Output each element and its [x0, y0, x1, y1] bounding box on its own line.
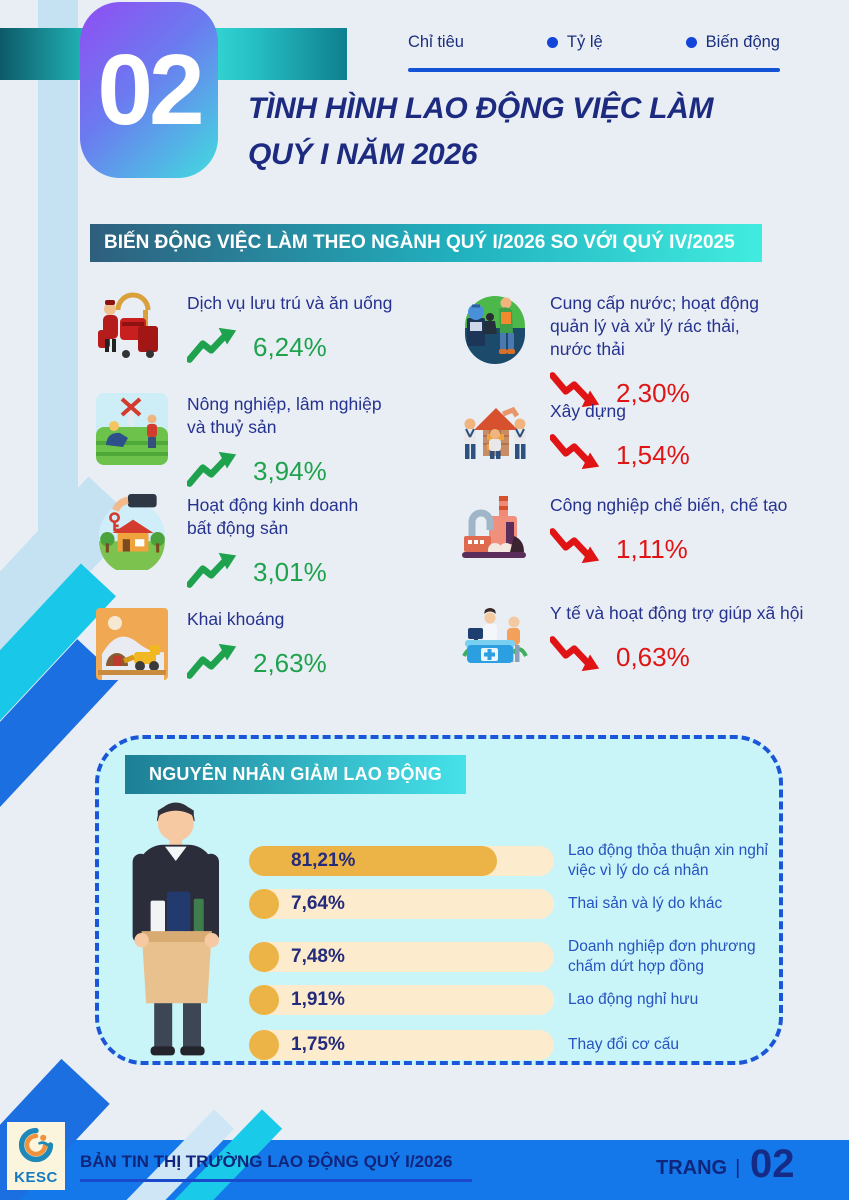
- laid-off-worker-illustration: [111, 789, 246, 1064]
- bar-track: 1,75%: [249, 1030, 554, 1060]
- bar-label: Thai sản và lý do khác: [568, 894, 723, 912]
- legend-bullet-icon: [546, 37, 558, 48]
- trend-up-arrow-icon: [186, 551, 237, 593]
- waste-water-icon: [458, 292, 534, 414]
- trend-up-arrow-icon: [186, 450, 237, 492]
- construction-icon: [458, 400, 534, 477]
- trend-down-arrow-icon: [549, 528, 600, 570]
- sector-item: Dịch vụ lưu trú và ăn uống 6,24%: [95, 292, 425, 369]
- reason-bar-row: 1,91% Lao động nghỉ hưu: [249, 985, 793, 1015]
- bar-label: Thay đổi cơ cấu: [568, 1035, 679, 1053]
- legend-label: Biến động: [705, 33, 780, 51]
- bar-fill: [249, 889, 279, 919]
- kesc-logo-text: KESC: [14, 1168, 58, 1186]
- bar-value: 81,21%: [291, 850, 356, 872]
- mining-icon: [95, 608, 171, 685]
- sector-label: Khai khoáng: [187, 609, 285, 629]
- sector-value: 1,54%: [616, 439, 690, 470]
- trend-up-arrow-icon: [186, 642, 237, 684]
- reason-bar-row: 7,48% Doanh nghiệp đơn phương chấm dứt hợ…: [249, 937, 793, 977]
- legend-bullet-icon: [685, 37, 697, 48]
- legend: Chỉ tiêu Tỷ lệ Biến động: [408, 33, 780, 52]
- reasons-box: NGUYÊN NHÂN GIẢM LAO ĐỘNG: [95, 735, 783, 1065]
- bar-fill: [249, 1030, 279, 1060]
- bar-label: Lao động nghỉ hưu: [568, 990, 699, 1008]
- sector-label: Xây dựng: [550, 401, 626, 421]
- bar-track: 81,21%: [249, 846, 554, 877]
- footer-page-word-text: TRANG: [656, 1157, 728, 1179]
- trend-down-arrow-icon: [549, 636, 600, 678]
- page-title-line1: TÌNH HÌNH LAO ĐỘNG VIỆC LÀM: [248, 92, 714, 125]
- reasons-bar-chart: 81,21% Lao động thỏa thuận xin nghỉ việc …: [249, 831, 769, 1061]
- sector-label: Công nghiệp chế biến, chế tạo: [550, 495, 788, 515]
- sector-column-decrease: Cung cấp nước; hoạt động quản lý và xử l…: [458, 288, 823, 718]
- sector-item: Công nghiệp chế biến, chế tạo 1,11%: [458, 494, 823, 571]
- sector-label: Nông nghiệp, lâm nghiệp và thuỷ sản: [187, 394, 382, 438]
- footer-page-separator: |: [735, 1157, 741, 1179]
- legend-item: Tỷ lệ: [546, 33, 603, 52]
- sector-value: 2,30%: [616, 377, 690, 408]
- bar-label: Lao động thỏa thuận xin nghỉ việc vì lý …: [568, 842, 768, 880]
- legend-item: Biến động: [685, 33, 780, 52]
- bar-track: 7,64%: [249, 889, 554, 919]
- footer-page-word: TRANG |: [656, 1157, 740, 1180]
- sector-value: 1,11%: [616, 533, 688, 564]
- bar-fill: [249, 942, 279, 973]
- legend-item: Chỉ tiêu: [408, 33, 464, 52]
- real-estate-icon: [95, 494, 171, 593]
- page-title: TÌNH HÌNH LAO ĐỘNG VIỆC LÀM QUÝ I NĂM 20…: [248, 86, 714, 177]
- legend-label: Chỉ tiêu: [408, 33, 464, 51]
- sector-item: Nông nghiệp, lâm nghiệp và thuỷ sản 3,94%: [95, 393, 425, 492]
- factory-icon: [458, 494, 534, 571]
- footer-bulletin-title: BẢN TIN THỊ TRƯỜNG LAO ĐỘNG QUÝ I/2026: [80, 1152, 472, 1182]
- sector-item: Y tế và hoạt động trợ giúp xã hội 0,63%: [458, 602, 823, 679]
- legend-underline: [408, 68, 780, 72]
- sector-value: 3,01%: [253, 556, 327, 587]
- sector-label: Y tế và hoạt động trợ giúp xã hội: [550, 603, 804, 623]
- section-number-badge: 02: [80, 2, 218, 178]
- healthcare-icon: [458, 602, 534, 679]
- legend-label: Tỷ lệ: [566, 33, 603, 51]
- sector-item: Hoạt động kinh doanh bất động sản 3,01%: [95, 494, 425, 593]
- bar-track: 7,48%: [249, 942, 554, 973]
- kesc-logo: KESC: [7, 1122, 65, 1190]
- bar-fill: [249, 846, 497, 877]
- page-title-line2: QUÝ I NĂM 2026: [248, 137, 478, 171]
- sector-value: 0,63%: [616, 641, 690, 672]
- reason-bar-row: 1,75% Thay đổi cơ cấu: [249, 1030, 793, 1060]
- sector-label: Hoạt động kinh doanh bất động sản: [187, 495, 359, 539]
- sector-item: Khai khoáng 2,63%: [95, 608, 425, 685]
- reasons-box-title: NGUYÊN NHÂN GIẢM LAO ĐỘNG: [125, 755, 466, 794]
- bar-value: 1,91%: [291, 989, 345, 1010]
- sector-value: 3,94%: [253, 455, 327, 486]
- sector-value: 6,24%: [253, 331, 327, 362]
- reason-bar-row: 7,64% Thai sản và lý do khác: [249, 889, 793, 919]
- footer-page-number: 02: [750, 1142, 795, 1186]
- reason-bar-row: 81,21% Lao động thỏa thuận xin nghỉ việc …: [249, 841, 793, 881]
- bar-fill: [249, 985, 279, 1015]
- bar-label: Doanh nghiệp đơn phương chấm dứt hợp đồn…: [568, 938, 756, 976]
- bellhop-luggage-icon: [95, 292, 171, 369]
- farming-icon: [95, 393, 171, 492]
- sector-column-increase: Dịch vụ lưu trú và ăn uống 6,24% Nông nghi…: [95, 288, 425, 718]
- trend-up-arrow-icon: [186, 326, 237, 368]
- bar-value: 7,64%: [291, 893, 345, 914]
- trend-down-arrow-icon: [549, 434, 600, 476]
- sector-value: 2,63%: [253, 647, 327, 678]
- sector-item: Xây dựng 1,54%: [458, 400, 823, 477]
- sector-item: Cung cấp nước; hoạt động quản lý và xử l…: [458, 292, 823, 414]
- bar-value: 1,75%: [291, 1034, 345, 1055]
- trend-down-arrow-icon: [549, 372, 600, 414]
- kesc-logo-icon: [18, 1127, 54, 1168]
- sector-label: Dịch vụ lưu trú và ăn uống: [187, 293, 393, 313]
- sector-label: Cung cấp nước; hoạt động quản lý và xử l…: [550, 293, 760, 360]
- bar-track: 1,91%: [249, 985, 554, 1015]
- bar-value: 7,48%: [291, 946, 345, 968]
- section-banner: BIẾN ĐỘNG VIỆC LÀM THEO NGÀNH QUÝ I/2026…: [90, 224, 762, 262]
